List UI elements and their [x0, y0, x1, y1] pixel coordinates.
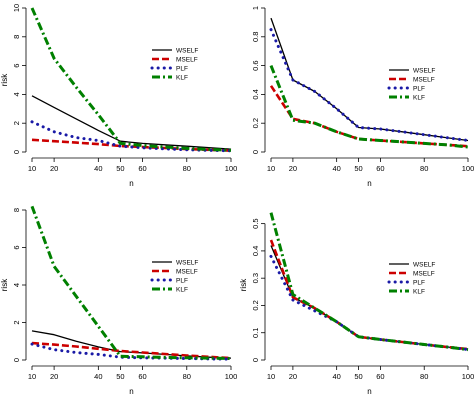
- y-tick-label: 0: [12, 358, 21, 362]
- y-tick-label: 0.1: [251, 328, 260, 338]
- x-axis-title: n: [367, 387, 371, 396]
- x-tick-label: 10: [28, 372, 36, 381]
- x-tick-label: 80: [183, 372, 191, 381]
- x-tick-label: 40: [332, 372, 340, 381]
- y-tick-label: 0.2: [251, 118, 260, 128]
- legend-label-wself: WSELF: [176, 47, 198, 54]
- y-tick-label: 8: [12, 35, 21, 39]
- series-line-wself: [31, 95, 232, 150]
- y-tick-label: 0.4: [251, 246, 260, 256]
- x-tick-label: 20: [50, 164, 58, 173]
- x-tick-label: 10: [267, 372, 275, 381]
- y-tick-label: 0.3: [251, 273, 260, 283]
- panel-4: 10 20 40 50 60 80 100 0 0.1 0.2 0.3 0.4 0.5 n risk WSEL…: [239, 212, 474, 396]
- x-tick-label: 80: [420, 372, 428, 381]
- legend-label-klf: KLF: [176, 286, 188, 293]
- x-tick-label: 60: [138, 164, 146, 173]
- x-tick-label: 60: [138, 372, 146, 381]
- y-tick-label: 6: [12, 245, 21, 249]
- legend-label-klf: KLF: [413, 94, 425, 101]
- x-axis-title: n: [129, 387, 133, 396]
- x-tick-label: 10: [28, 164, 36, 173]
- y-tick-label: 10: [12, 4, 21, 12]
- legend-label-wself: WSELF: [176, 259, 198, 266]
- y-tick-label: 4: [12, 92, 21, 96]
- x-tick-label: 100: [225, 164, 238, 173]
- y-tick-label: 0.5: [251, 218, 260, 228]
- y-axis-title: risk: [0, 278, 9, 291]
- x-tick-label: 60: [376, 164, 384, 173]
- x-tick-label: 10: [267, 164, 275, 173]
- x-tick-label: 20: [289, 372, 297, 381]
- y-tick-label: 0.4: [251, 89, 260, 99]
- series-line-plf: [30, 120, 233, 153]
- series-line-klf: [30, 205, 232, 360]
- y-tick-label: 0: [12, 150, 21, 154]
- legend-label-plf: PLF: [176, 65, 188, 72]
- y-tick-label: 0.6: [251, 60, 260, 70]
- series-line-klf: [269, 65, 469, 149]
- series-line-klf: [269, 212, 469, 352]
- x-tick-label: 80: [420, 164, 428, 173]
- y-tick-label: 0.8: [251, 32, 260, 42]
- series-line-klf: [30, 7, 232, 152]
- legend-label-mself: MSELF: [176, 268, 198, 275]
- y-axis-title: risk: [239, 278, 248, 291]
- x-tick-label: 40: [94, 164, 102, 173]
- legend-label-klf: KLF: [176, 74, 188, 81]
- y-tick-label: 2: [12, 121, 21, 125]
- x-tick-label: 50: [116, 164, 124, 173]
- series-line-wself: [270, 245, 469, 350]
- x-tick-label: 40: [332, 164, 340, 173]
- panel-1: 10 20 40 50 60 80 100 0 2 4 6 8 10 n risk WSELF MSELF PLF…: [0, 4, 237, 188]
- y-tick-label: 2: [12, 320, 21, 324]
- x-tick-label: 50: [116, 372, 124, 381]
- y-tick-label: 1: [251, 6, 260, 10]
- x-tick-label: 100: [462, 372, 474, 381]
- series-line-mself: [269, 239, 469, 351]
- x-tick-label: 20: [50, 372, 58, 381]
- legend-label-wself: WSELF: [413, 67, 435, 74]
- x-tick-label: 100: [462, 164, 474, 173]
- x-axis-title: n: [367, 179, 371, 188]
- x-tick-label: 80: [183, 164, 191, 173]
- legend: WSELF MSELF PLF KLF: [387, 261, 435, 295]
- y-tick-label: 0.2: [251, 300, 260, 310]
- y-tick-label: 4: [12, 283, 21, 287]
- series-line-mself: [31, 341, 232, 360]
- legend-label-plf: PLF: [413, 279, 425, 286]
- legend-label-klf: KLF: [413, 288, 425, 295]
- series-line-plf: [269, 254, 470, 352]
- legend-label-mself: MSELF: [413, 270, 435, 277]
- y-tick-label: 6: [12, 64, 21, 68]
- x-tick-label: 50: [354, 164, 362, 173]
- x-tick-label: 100: [225, 372, 238, 381]
- y-axis-title: risk: [0, 73, 9, 86]
- legend: WSELF MSELF PLF KLF: [150, 259, 198, 293]
- legend-label-mself: MSELF: [176, 56, 198, 63]
- panel-2: 10 20 40 50 60 80 100 0 0.2 0.4 0.6 0.8 1 n WSELF MSELF…: [251, 6, 474, 188]
- y-tick-label: 0: [251, 150, 260, 154]
- legend-label-mself: MSELF: [413, 76, 435, 83]
- x-axis-title: n: [129, 179, 133, 188]
- x-tick-label: 40: [94, 372, 102, 381]
- panel-3: 10 20 40 50 60 80 100 0 2 4 6 8 n risk WSELF MSELF PLF KL…: [0, 205, 238, 396]
- x-tick-label: 20: [289, 164, 297, 173]
- y-tick-label: 8: [12, 208, 21, 212]
- legend-label-wself: WSELF: [413, 261, 435, 268]
- x-tick-label: 50: [354, 372, 362, 381]
- legend-label-plf: PLF: [176, 277, 188, 284]
- series-line-wself: [31, 330, 232, 359]
- legend-label-plf: PLF: [413, 85, 425, 92]
- series-line-plf: [269, 28, 470, 142]
- legend: WSELF MSELF PLF KLF: [150, 47, 198, 81]
- x-tick-label: 60: [376, 372, 384, 381]
- legend: WSELF MSELF PLF KLF: [387, 67, 435, 101]
- y-tick-label: 0: [251, 358, 260, 362]
